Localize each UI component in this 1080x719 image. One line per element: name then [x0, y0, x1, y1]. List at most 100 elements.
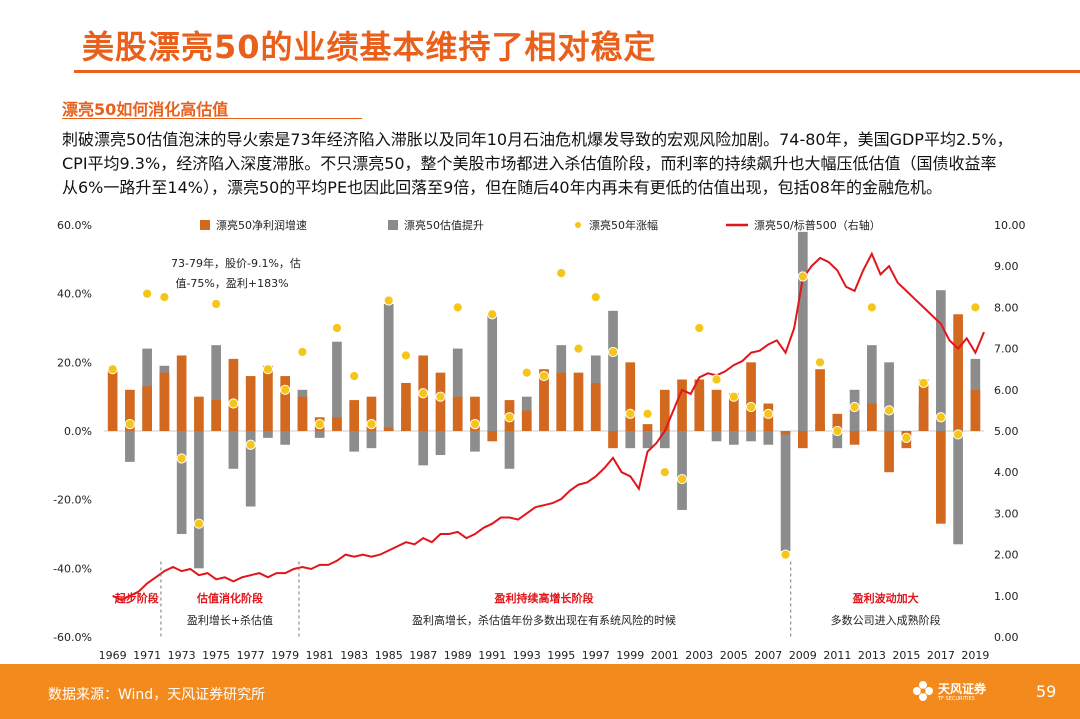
- x-axis-tick: 1999: [616, 649, 644, 662]
- valuation-bar: [245, 431, 256, 507]
- return-dot: [849, 401, 860, 413]
- title-underline: [74, 70, 1080, 73]
- profit-bar: [194, 396, 204, 431]
- combo-chart: 60.0% 40.0% 20.0% 0.0% -20.0% -40.0% -60.0% 10.…: [53, 218, 1026, 662]
- profit-bar: [711, 389, 722, 431]
- return-dot: [435, 391, 446, 402]
- return-dot: [349, 370, 360, 382]
- right-axis-tick: 5.00: [994, 425, 1019, 438]
- x-axis-tick: 2007: [754, 649, 782, 662]
- legend-swatch: [388, 220, 398, 230]
- profit-bar: [884, 431, 894, 473]
- profit-bar: [452, 396, 463, 431]
- valuation-bar: [125, 431, 135, 462]
- profit-bar: [556, 372, 567, 431]
- return-dot: [107, 364, 118, 375]
- return-dot: [245, 439, 256, 450]
- valuation-bar: [280, 431, 291, 445]
- x-axis-tick: 2017: [927, 649, 955, 662]
- right-axis-tick: 10.00: [994, 219, 1026, 232]
- profit-bar: [625, 362, 636, 431]
- profit-bar: [815, 369, 825, 431]
- profit-bar: [728, 393, 739, 431]
- profit-bar: [228, 358, 239, 431]
- profit-bar: [867, 403, 877, 431]
- profit-bar: [176, 355, 187, 431]
- data-source: 数据来源：Wind，天风证券研究所: [48, 687, 266, 703]
- right-axis-tick: 7.00: [994, 343, 1019, 356]
- valuation-bar: [728, 431, 739, 445]
- x-axis-tick: 2015: [892, 649, 920, 662]
- x-axis-tick: 1969: [99, 649, 127, 662]
- note-line: 值-75%，盈利+183%: [175, 277, 288, 290]
- return-dot: [763, 408, 774, 419]
- return-dot: [452, 302, 463, 313]
- return-dot: [314, 419, 325, 430]
- profit-bar: [694, 379, 705, 431]
- profit-bar: [849, 431, 860, 445]
- profit-bar: [780, 431, 791, 435]
- profit-bar: [797, 431, 808, 449]
- profit-bar: [245, 376, 256, 431]
- valuation-bar: [746, 431, 756, 442]
- return-dot: [607, 346, 619, 358]
- profit-bar: [401, 382, 411, 431]
- return-dot: [176, 453, 187, 464]
- profit-bar: [918, 379, 929, 431]
- valuation-bar: [314, 431, 325, 438]
- return-dot: [883, 405, 895, 416]
- return-dot: [331, 322, 343, 334]
- valuation-bar: [228, 431, 239, 469]
- return-dot: [521, 367, 532, 378]
- profit-bar: [107, 369, 118, 431]
- right-axis-tick: 6.00: [994, 384, 1019, 397]
- x-axis-tick: 2009: [789, 649, 817, 662]
- left-axis-tick: 0.0%: [64, 425, 92, 438]
- valuation-bar: [677, 431, 687, 510]
- phase-title: 盈利持续高增长阶段: [494, 591, 594, 605]
- profit-bar: [746, 362, 756, 431]
- flower-logo-icon: [913, 681, 933, 701]
- return-dot: [159, 292, 170, 303]
- return-dot: [193, 518, 205, 529]
- valuation-bar: [194, 431, 204, 569]
- return-dot: [228, 398, 239, 409]
- valuation-bar: [711, 431, 722, 442]
- legend-swatch: [575, 222, 581, 228]
- profit-bar: [936, 431, 946, 524]
- valuation-bar: [418, 431, 429, 466]
- x-axis-tick: 1977: [237, 649, 265, 662]
- return-dot: [953, 429, 964, 440]
- page-number: 59: [1036, 682, 1057, 701]
- return-dot: [573, 343, 584, 354]
- profit-bar: [953, 314, 963, 431]
- profit-bar: [366, 396, 377, 431]
- x-axis-tick: 1983: [340, 649, 368, 662]
- valuation-bar: [470, 431, 480, 452]
- left-axis-tick: 60.0%: [57, 219, 92, 232]
- legend-label: 漂亮50年涨幅: [589, 218, 658, 232]
- x-axis-tick: 1991: [478, 649, 506, 662]
- profit-bar: [677, 379, 687, 431]
- x-axis-tick: 2019: [961, 649, 989, 662]
- left-axis-tick: -60.0%: [53, 631, 92, 644]
- paragraph-line: 从6%一路升至14%），漂亮50的平均PE也因此回落至9倍，但在随后40年内再未…: [62, 178, 942, 197]
- x-axis-tick: 2011: [823, 649, 851, 662]
- right-axis-tick: 3.00: [994, 507, 1019, 520]
- phase-title: 起步阶段: [114, 591, 159, 605]
- return-dot: [142, 288, 153, 299]
- return-dot: [211, 298, 222, 310]
- return-dot: [814, 357, 826, 368]
- page-title: 美股漂亮50的业绩基本维持了相对稳定: [82, 28, 657, 66]
- relative-performance-line: [112, 251, 985, 602]
- legend-label: 漂亮50/标普500（右轴）: [754, 218, 881, 232]
- valuation-bar: [625, 431, 636, 449]
- valuation-bar: [383, 303, 394, 431]
- x-axis-tick: 2013: [858, 649, 886, 662]
- legend-label: 漂亮50估值提升: [404, 218, 484, 232]
- left-axis-tick: -20.0%: [53, 494, 92, 507]
- right-axis-tick: 9.00: [994, 260, 1019, 273]
- valuation-bar: [832, 431, 843, 449]
- valuation-bar: [366, 431, 377, 449]
- profit-bar: [383, 427, 394, 431]
